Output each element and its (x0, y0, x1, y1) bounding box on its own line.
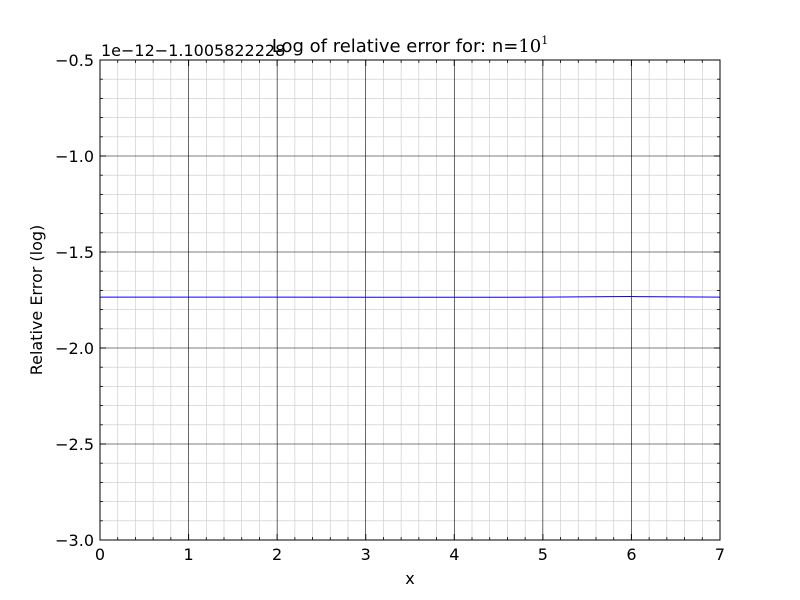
plot-frame (99, 59, 721, 541)
y-tick-label: −2.5 (55, 435, 94, 454)
x-tick-label: 1 (183, 545, 193, 564)
series-layer (100, 296, 721, 298)
x-tick-label: 6 (626, 545, 636, 564)
y-tick-label: −1.5 (55, 243, 94, 262)
y-tick-label: −1.0 (55, 147, 94, 166)
x-tick-label: 4 (449, 545, 459, 564)
x-tick-label: 7 (715, 545, 725, 564)
minor-grid (100, 60, 720, 540)
axis-ticks (99, 59, 721, 541)
chart-title-base: 10 (518, 36, 541, 57)
y-axis-label: Relative Error (log) (27, 225, 46, 376)
x-tick-labels: 0 1 2 3 4 5 6 7 (95, 545, 725, 564)
series-line (100, 296, 721, 298)
x-tick-label: 0 (95, 545, 105, 564)
x-axis-label: x (405, 569, 414, 588)
y-tick-label: −0.5 (55, 51, 94, 70)
y-offset-text: 1e−12−1.1005822228 (101, 41, 285, 60)
x-tick-label: 3 (361, 545, 371, 564)
x-tick-label: 5 (538, 545, 548, 564)
x-tick-label: 2 (272, 545, 282, 564)
plot-background (100, 60, 720, 540)
y-tick-labels: −0.5 −1.0 −1.5 −2.0 −2.5 −3.0 (55, 51, 94, 550)
chart-title: Log of relative error for: n=101 (272, 34, 548, 57)
chart-title-exponent: 1 (541, 34, 548, 47)
y-tick-label: −3.0 (55, 531, 94, 550)
y-tick-label: −2.0 (55, 339, 94, 358)
chart-title-text: Log of relative error for: n= (272, 36, 519, 57)
